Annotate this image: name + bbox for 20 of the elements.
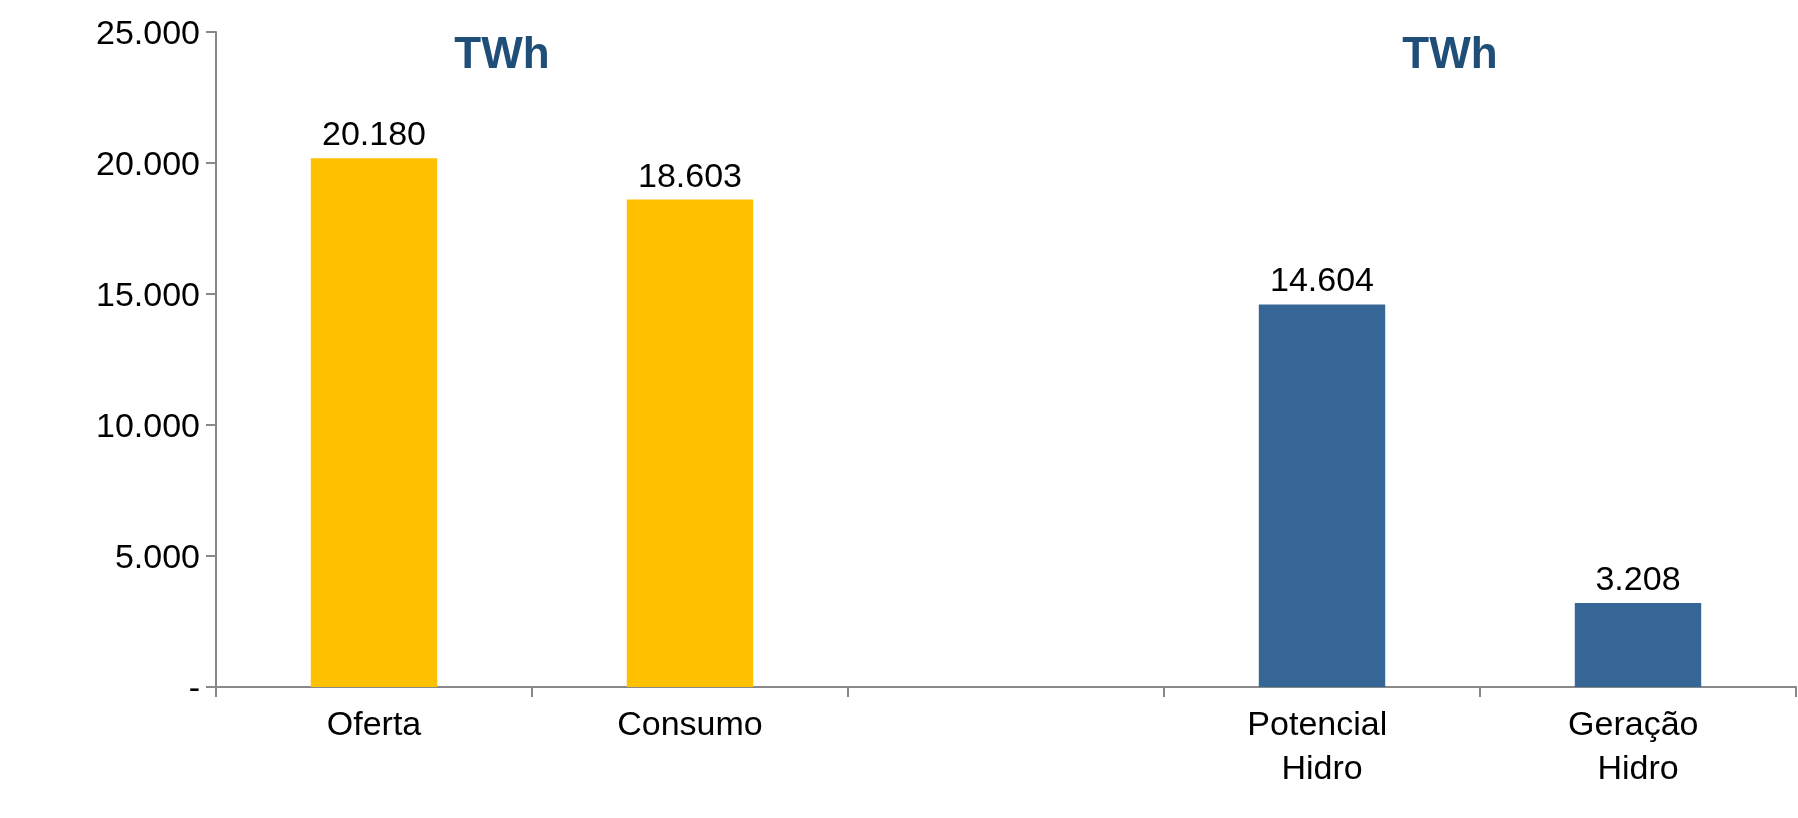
y-tick-label: 15.000 (96, 275, 200, 313)
bar (310, 158, 438, 687)
data-label: 3.208 (1595, 558, 1681, 597)
x-tick-label: Consumo (617, 704, 763, 742)
x-tick-label: Potencial Hidro (1247, 704, 1397, 786)
y-tick-label: 10.000 (96, 406, 200, 444)
data-label: 14.604 (1270, 260, 1374, 299)
y-tick-label: 5.000 (114, 537, 200, 575)
y-tick-label: 20.000 (96, 144, 200, 182)
data-label: 18.603 (638, 155, 742, 194)
bar (1258, 304, 1386, 687)
y-tick-label: 25.000 (96, 13, 200, 51)
data-label: 20.180 (322, 114, 426, 153)
x-tick-label: Geração Hidro (1568, 704, 1708, 786)
bar (1574, 602, 1702, 687)
bar (626, 199, 754, 687)
x-tick-label: Oferta (326, 704, 422, 742)
annotation: TWh (1402, 27, 1498, 77)
y-tick-label: - (188, 668, 200, 706)
annotation: TWh (454, 27, 550, 77)
